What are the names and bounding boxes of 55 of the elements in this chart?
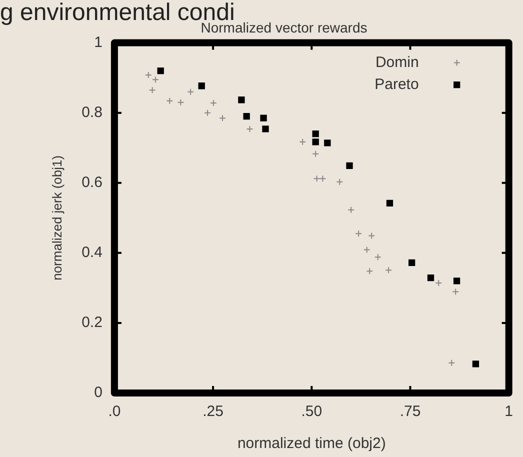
y-tick-label: 0.2	[82, 314, 102, 332]
point	[348, 206, 355, 214]
point	[187, 88, 194, 96]
point	[472, 360, 480, 368]
point	[152, 76, 159, 84]
point	[312, 138, 319, 146]
x-axis-title: normalized time (obj2)	[237, 435, 386, 452]
y-tick-label: 0.4	[82, 244, 102, 262]
point	[243, 113, 250, 120]
point	[366, 268, 374, 275]
point	[177, 98, 184, 106]
y-tick-label: 0.8	[82, 104, 102, 121]
point	[324, 140, 331, 146]
point	[204, 109, 212, 116]
x-tick-label: 1	[504, 403, 513, 420]
point	[408, 259, 416, 266]
x-tick-label: .0	[108, 403, 121, 420]
point	[355, 230, 362, 238]
point	[319, 175, 326, 182]
x-tick-label: .75	[400, 403, 421, 420]
y-axis-title: normalized jerk (obj1)	[49, 155, 64, 280]
point	[262, 126, 269, 132]
point	[299, 138, 306, 146]
point	[219, 114, 226, 122]
point	[346, 162, 353, 170]
point	[435, 280, 442, 287]
point	[453, 278, 460, 284]
legend-label: Pareto	[374, 76, 419, 93]
point	[144, 72, 152, 79]
point	[157, 67, 164, 74]
point	[166, 97, 174, 104]
x-tick-label: .50	[301, 403, 322, 420]
point	[385, 266, 392, 274]
legend-label: Domin	[375, 54, 419, 71]
y-tick-label: 0	[94, 384, 102, 402]
point	[452, 288, 460, 296]
point	[313, 175, 320, 182]
point	[246, 125, 254, 132]
point	[427, 274, 434, 282]
point	[260, 114, 267, 122]
point	[312, 150, 320, 158]
point	[363, 246, 370, 254]
y-tick-label: 1	[94, 34, 102, 51]
point	[238, 96, 245, 104]
point	[368, 232, 376, 240]
point	[386, 200, 394, 207]
point	[312, 130, 319, 138]
point	[448, 359, 456, 366]
y-tick-label: 0.6	[82, 174, 102, 192]
point	[148, 86, 156, 94]
point	[210, 100, 217, 107]
point	[198, 82, 205, 90]
x-tick-label: .25	[202, 403, 224, 420]
point	[374, 254, 382, 261]
point	[336, 178, 344, 186]
